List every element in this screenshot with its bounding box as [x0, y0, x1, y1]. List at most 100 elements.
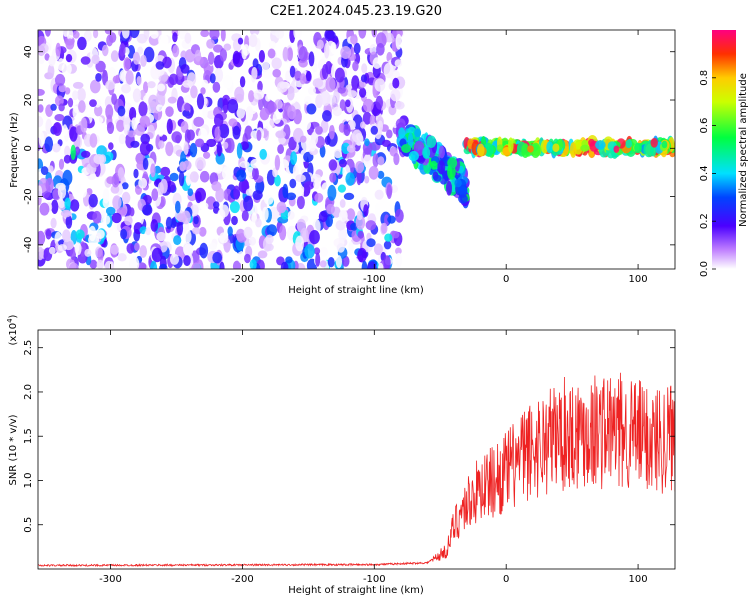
spectrogram-cell	[325, 77, 336, 93]
spectrogram-cell	[139, 115, 150, 128]
spectrogram-cell	[376, 43, 385, 56]
spectrogram-cell	[137, 46, 144, 55]
spectrogram-cell	[95, 73, 102, 82]
spectrogram-cell	[184, 229, 192, 244]
spectrogram-cell	[203, 151, 211, 159]
spectrogram-cell	[447, 165, 456, 180]
spectrogram-cell	[245, 188, 253, 196]
spectrogram-cell	[336, 243, 345, 253]
spectrogram-cell	[64, 197, 71, 210]
spectrogram-cell	[38, 246, 44, 261]
spectrogram-cell	[207, 51, 215, 65]
spectrogram-cell	[294, 182, 305, 197]
spectrogram-cell	[496, 144, 505, 152]
spectrogram-cell	[110, 185, 120, 194]
spectrogram-marks	[38, 30, 675, 269]
spectrogram-cell	[180, 50, 187, 60]
colorbar-label: Normalized spectral amplitude	[738, 73, 749, 227]
spectrogram-cell	[194, 49, 202, 62]
spectrogram-cell	[552, 143, 560, 152]
spectrogram-cell	[206, 39, 215, 49]
spectrogram-cell	[374, 78, 386, 92]
spectrogram-cell	[237, 250, 245, 264]
spectrogram-cell	[277, 144, 284, 155]
spectrogram-cell	[274, 154, 281, 171]
spectrogram-cell	[236, 169, 247, 182]
spectrogram-cell	[44, 53, 50, 61]
spectrogram-cell	[222, 98, 229, 114]
spectrogram-ylabel: Frequency (Hz)	[9, 112, 20, 188]
spectrogram-cell	[214, 67, 224, 83]
spectrogram-cell	[132, 88, 142, 103]
spectrogram-cell	[426, 135, 437, 148]
spectrogram-cell	[362, 98, 374, 112]
spectrogram-cell	[369, 114, 375, 127]
spectrogram-cell	[661, 140, 668, 149]
spectrogram-cell	[157, 83, 166, 92]
spectrogram-cell	[58, 84, 67, 93]
spectrogram-cell	[215, 152, 225, 165]
spectrogram-cell	[237, 37, 244, 45]
spectrogram-cell	[138, 177, 148, 189]
spectrogram-cell	[229, 201, 240, 214]
spectrogram-cell	[257, 80, 263, 92]
snr-xlabel: Height of straight line (km)	[288, 585, 424, 596]
spectrogram-cell	[195, 157, 206, 170]
spectrogram-cell	[347, 90, 358, 98]
spectrogram-cell	[225, 137, 235, 154]
spectrogram-cell	[359, 87, 367, 98]
spectrogram-cell	[139, 245, 147, 258]
spectrogram-cell	[126, 243, 135, 254]
snr-ytick-label: 2.0	[23, 384, 34, 400]
spectrogram-cell	[150, 163, 156, 178]
spectrogram-cell	[372, 153, 379, 168]
spectrogram-cell	[224, 155, 234, 164]
spectrogram-cell	[298, 46, 308, 62]
spectrogram-cell	[250, 130, 259, 139]
spectrogram-cell	[244, 166, 255, 180]
spectrogram-cell	[90, 79, 101, 94]
spectrogram-cell	[81, 150, 91, 158]
spectrogram-cell	[180, 64, 190, 74]
spectrogram-cell	[239, 76, 246, 88]
spectrogram-cell	[335, 220, 346, 231]
spectrogram-cell	[332, 106, 343, 117]
spectrogram-cell	[92, 210, 102, 224]
spectrogram-cell	[58, 158, 65, 170]
spectrogram-cell	[218, 123, 230, 139]
spectrogram-cell	[613, 145, 620, 153]
spectrogram-cell	[65, 54, 73, 63]
spectrogram-cell	[142, 157, 149, 170]
spectrogram-cell	[395, 33, 402, 50]
spectrogram-cell	[345, 172, 356, 186]
spectrogram-cell	[140, 54, 147, 67]
spectrogram-cell	[111, 212, 122, 224]
spectrogram-cell	[271, 57, 282, 70]
spectrogram-cell	[414, 128, 422, 138]
spectrogram-cell	[625, 139, 632, 149]
spectrogram-cell	[255, 218, 262, 228]
spectrogram-cell	[129, 207, 135, 217]
spectrogram-cell	[300, 135, 307, 143]
spectrogram-cell	[251, 67, 258, 80]
spectrogram-cell	[84, 248, 92, 257]
spectrogram-cell	[650, 138, 658, 148]
spectrogram-cell	[634, 142, 642, 154]
spectrogram-cell	[89, 133, 98, 148]
spectrogram-cell	[437, 160, 446, 175]
spectrogram-cell	[77, 36, 87, 51]
spectrogram-cell	[145, 227, 151, 236]
spectrogram-cell	[62, 124, 68, 136]
spectrogram-cell	[395, 252, 403, 268]
spectrogram-cell	[299, 73, 307, 85]
spectrogram-cell	[377, 156, 385, 166]
spectrogram-cell	[209, 242, 217, 250]
spectrogram-cell	[54, 114, 65, 122]
spectrogram-cell	[158, 34, 169, 48]
spectrogram-cell	[72, 81, 84, 89]
spectrogram-cell	[206, 138, 217, 148]
spectrogram-cell	[365, 220, 377, 231]
spectrogram-cell	[189, 171, 199, 183]
